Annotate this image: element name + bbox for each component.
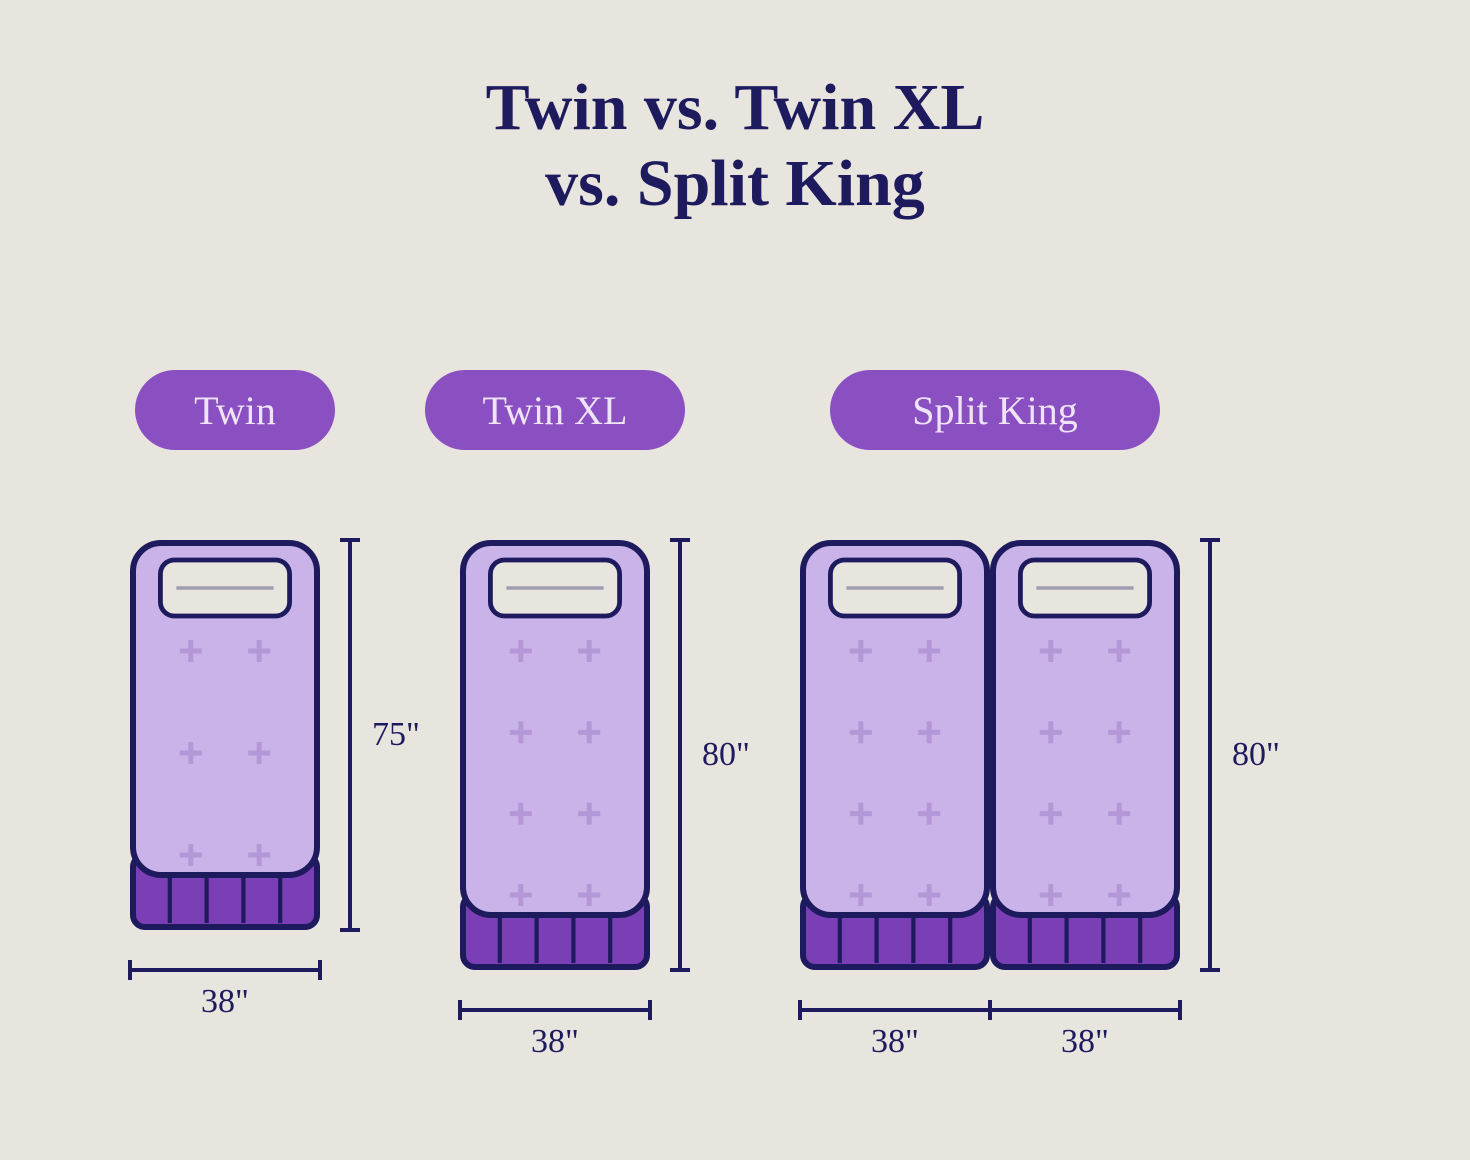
width-dimension: 38" — [130, 960, 320, 1020]
height-dimension: 75" — [340, 540, 420, 930]
svg-text:75": 75" — [372, 716, 420, 753]
width-dimension: 38" 38" — [800, 1000, 1180, 1060]
height-dimension: 80" — [1200, 540, 1280, 970]
svg-text:38": 38" — [201, 983, 249, 1020]
svg-text:38": 38" — [871, 1023, 919, 1060]
svg-text:80": 80" — [702, 736, 750, 773]
bed-splitking-left — [803, 543, 987, 967]
infographic-canvas: Twin vs. Twin XL vs. Split King Twin Twi… — [0, 0, 1470, 1160]
diagram-svg: 75" 38" 80" 38" 80" 38" 38" — [0, 0, 1470, 1160]
svg-text:80": 80" — [1232, 736, 1280, 773]
width-dimension: 38" — [460, 1000, 650, 1060]
bed-splitking-right — [993, 543, 1177, 967]
svg-text:38": 38" — [1061, 1023, 1109, 1060]
bed-twin — [133, 543, 317, 927]
height-dimension: 80" — [670, 540, 750, 970]
svg-text:38": 38" — [531, 1023, 579, 1060]
bed-twinxl — [463, 543, 647, 967]
